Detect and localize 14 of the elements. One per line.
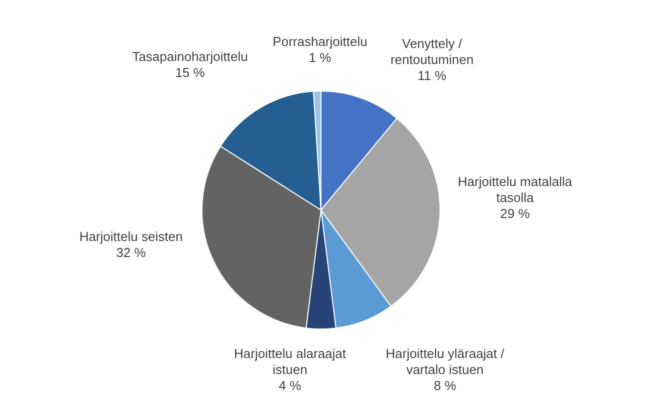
slice-label: Porrasharjoittelu [272, 34, 368, 49]
slice-label: Harjoittelu matalalla tasolla [458, 174, 573, 205]
data-label: 11 % [418, 68, 447, 83]
data-label: 29 % [500, 206, 530, 221]
data-label: 8 % [434, 378, 457, 393]
data-label: 4 % [278, 378, 302, 393]
data-label: 15 % [175, 65, 206, 80]
slice-label: Harjoittelu yläraajat / vartalo istuen [386, 346, 505, 377]
slice-label: Venyttely / rentoutuminen [390, 36, 474, 67]
slice-label: Harjoittelu seisten [79, 229, 183, 244]
data-label: 32 % [116, 245, 146, 260]
slice-label: Harjoittelu alaraajat istuen [234, 346, 346, 377]
data-label: 1 % [308, 50, 332, 65]
slice-label: Tasapainoharjoittelu [132, 49, 248, 64]
